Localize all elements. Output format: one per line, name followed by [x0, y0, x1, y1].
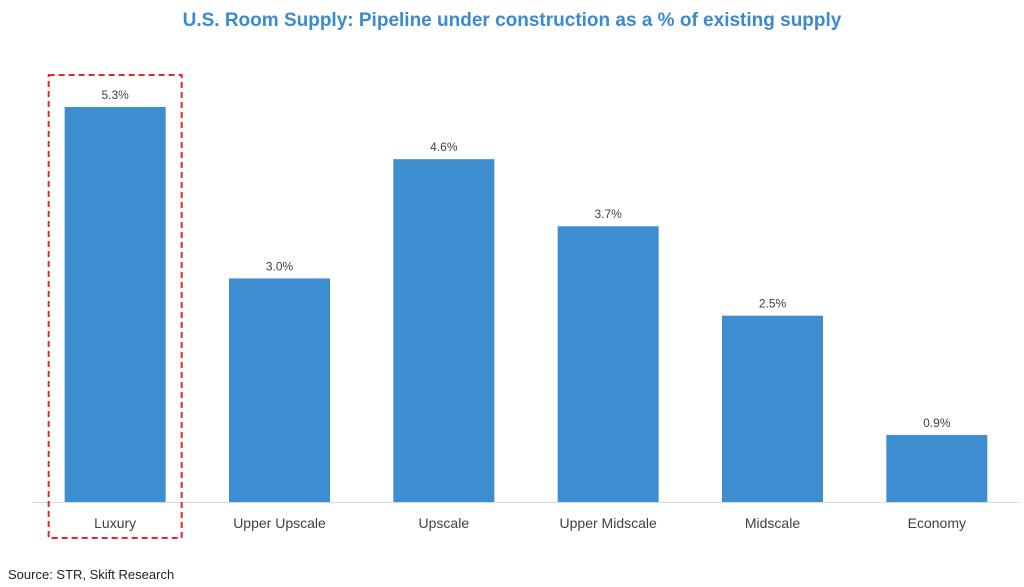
tick-label-economy: Economy	[908, 515, 966, 531]
bar-economy	[886, 434, 988, 502]
data-label-upper-upscale: 3.0%	[266, 259, 294, 273]
tick-label-upper-midscale: Upper Midscale	[560, 515, 657, 531]
tick-label-luxury: Luxury	[94, 515, 136, 531]
bar-upscale	[393, 159, 495, 503]
data-label-luxury: 5.3%	[101, 88, 129, 102]
chart-title: U.S. Room Supply: Pipeline under constru…	[182, 10, 842, 31]
bar-luxury	[64, 107, 166, 502]
data-label-upscale: 4.6%	[430, 140, 458, 154]
bar-upper-midscale	[557, 226, 659, 502]
luxury-highlight-box	[47, 74, 183, 539]
bar-midscale	[722, 315, 823, 502]
tick-labels-group: Luxury Upper Upscale Upscale Upper Midscale…	[94, 515, 966, 531]
source-note: Source: STR, Skift Research	[8, 567, 175, 582]
value-labels-group: 5.3% 3.0% 4.6% 3.7% 2.5% 0.9%	[101, 88, 950, 430]
data-label-upper-midscale: 3.7%	[594, 207, 622, 221]
data-label-midscale: 2.5%	[759, 297, 787, 311]
tick-label-midscale: Midscale	[745, 515, 800, 531]
tick-label-upscale: Upscale	[419, 515, 470, 531]
tick-label-upper-upscale: Upper Upscale	[233, 515, 326, 531]
bar-upper-upscale	[229, 278, 330, 502]
bars-group	[64, 107, 988, 503]
data-label-economy: 0.9%	[923, 416, 951, 430]
